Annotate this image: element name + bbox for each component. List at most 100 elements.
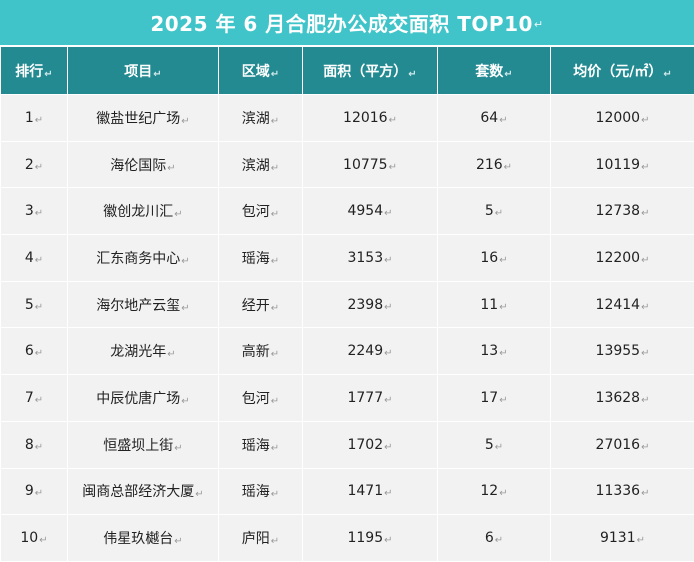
paragraph-mark-icon: ↵ [271, 303, 279, 314]
table-row: 9↵闽商总部经济大厦↵瑶海↵1471↵12↵11336↵ [1, 468, 694, 515]
paragraph-mark-icon: ↵ [408, 69, 416, 80]
cell-project-text: 徽盐世纪广场 [96, 111, 180, 127]
paragraph-mark-icon: ↵ [499, 395, 507, 406]
cell-rank: 8↵ [1, 421, 68, 468]
cell-size: 4954↵ [303, 188, 438, 235]
cell-rank-text: 2 [25, 157, 34, 173]
cell-area: 高新↵ [219, 328, 303, 375]
paragraph-mark-icon: ↵ [181, 303, 189, 314]
paragraph-mark-icon: ↵ [663, 69, 671, 80]
paragraph-mark-icon: ↵ [384, 255, 392, 266]
cell-area-text: 包河 [242, 204, 270, 220]
paragraph-mark-icon: ↵ [35, 162, 43, 173]
cell-rank: 3↵ [1, 188, 68, 235]
cell-rank-text: 6 [25, 343, 34, 359]
cell-rank-text: 4 [25, 250, 34, 266]
cell-size-text: 1777 [347, 390, 383, 406]
paragraph-mark-icon: ↵ [499, 488, 507, 499]
cell-rank-text: 7 [25, 390, 34, 406]
cell-rank: 1↵ [1, 95, 68, 142]
paragraph-mark-icon: ↵ [641, 348, 649, 359]
table-row: 4↵汇东商务中心↵瑶海↵3153↵16↵12200↵ [1, 235, 694, 282]
cell-project-text: 龙湖光年 [110, 344, 166, 360]
cell-rank: 7↵ [1, 375, 68, 422]
paragraph-mark-icon: ↵ [534, 18, 544, 31]
cell-rank-text: 10 [20, 530, 38, 546]
table-row: 1↵徽盐世纪广场↵滨湖↵12016↵64↵12000↵ [1, 95, 694, 142]
cell-area-text: 瑶海 [242, 484, 270, 500]
cell-size-text: 3153 [347, 250, 383, 266]
cell-area: 经开↵ [219, 281, 303, 328]
cell-price: 13955↵ [551, 328, 694, 375]
cell-area: 滨湖↵ [219, 141, 303, 188]
column-header-area: 区域↵ [219, 47, 303, 95]
cell-price: 12000↵ [551, 95, 694, 142]
cell-rank: 2↵ [1, 141, 68, 188]
cell-project-text: 海尔地产云玺 [96, 298, 180, 314]
cell-price-text: 9131 [600, 530, 636, 546]
paragraph-mark-icon: ↵ [35, 395, 43, 406]
cell-units: 13↵ [438, 328, 551, 375]
paragraph-mark-icon: ↵ [495, 442, 503, 453]
cell-units: 5↵ [438, 421, 551, 468]
cell-area-text: 包河 [242, 391, 270, 407]
cell-area-text: 经开 [242, 298, 270, 314]
cell-project: 伟星玖樾台↵ [68, 515, 219, 562]
cell-units: 5↵ [438, 188, 551, 235]
cell-units: 6↵ [438, 515, 551, 562]
cell-area: 瑶海↵ [219, 421, 303, 468]
paragraph-mark-icon: ↵ [504, 162, 512, 173]
cell-units-text: 12 [480, 483, 498, 499]
cell-units-text: 13 [480, 343, 498, 359]
table-row: 7↵中辰优唐广场↵包河↵1777↵17↵13628↵ [1, 375, 694, 422]
cell-price: 10119↵ [551, 141, 694, 188]
cell-units-text: 5 [485, 203, 494, 219]
paragraph-mark-icon: ↵ [35, 115, 43, 126]
cell-project: 海尔地产云玺↵ [68, 281, 219, 328]
cell-units-text: 5 [485, 437, 494, 453]
paragraph-mark-icon: ↵ [271, 116, 279, 127]
cell-price-text: 13955 [596, 343, 641, 359]
cell-price: 12738↵ [551, 188, 694, 235]
cell-area: 滨湖↵ [219, 95, 303, 142]
paragraph-mark-icon: ↵ [384, 488, 392, 499]
cell-rank-text: 3 [25, 203, 34, 219]
paragraph-mark-icon: ↵ [35, 255, 43, 266]
cell-units-text: 11 [480, 297, 498, 313]
paragraph-mark-icon: ↵ [195, 489, 203, 500]
cell-size-text: 2398 [347, 297, 383, 313]
cell-project: 海伦国际↵ [68, 141, 219, 188]
table-row: 6↵龙湖光年↵高新↵2249↵13↵13955↵ [1, 328, 694, 375]
cell-project-text: 徽创龙川汇 [103, 204, 173, 220]
paragraph-mark-icon: ↵ [35, 488, 43, 499]
paragraph-mark-icon: ↵ [384, 535, 392, 546]
cell-size-text: 10775 [343, 157, 388, 173]
paragraph-mark-icon: ↵ [181, 116, 189, 127]
cell-rank-text: 1 [25, 110, 34, 126]
paragraph-mark-icon: ↵ [35, 442, 43, 453]
table-row: 2↵海伦国际↵滨湖↵10775↵216↵10119↵ [1, 141, 694, 188]
paragraph-mark-icon: ↵ [389, 162, 397, 173]
paragraph-mark-icon: ↵ [167, 349, 175, 360]
cell-size: 2249↵ [303, 328, 438, 375]
table-title: 2025 年 6 月合肥办公成交面积 TOP10 [150, 8, 533, 37]
paragraph-mark-icon: ↵ [495, 535, 503, 546]
cell-area-text: 瑶海 [242, 251, 270, 267]
paragraph-mark-icon: ↵ [499, 302, 507, 313]
cell-price: 11336↵ [551, 468, 694, 515]
cell-units: 17↵ [438, 375, 551, 422]
table-row: 3↵徽创龙川汇↵包河↵4954↵5↵12738↵ [1, 188, 694, 235]
cell-rank-text: 8 [25, 437, 34, 453]
cell-area-text: 庐阳 [242, 531, 270, 547]
paragraph-mark-icon: ↵ [44, 69, 52, 80]
cell-size: 1471↵ [303, 468, 438, 515]
paragraph-mark-icon: ↵ [271, 349, 279, 360]
paragraph-mark-icon: ↵ [499, 115, 507, 126]
paragraph-mark-icon: ↵ [35, 348, 43, 359]
cell-units: 11↵ [438, 281, 551, 328]
cell-project: 恒盛坝上街↵ [68, 421, 219, 468]
paragraph-mark-icon: ↵ [384, 395, 392, 406]
cell-project-text: 闽商总部经济大厦 [82, 484, 194, 500]
paragraph-mark-icon: ↵ [389, 115, 397, 126]
